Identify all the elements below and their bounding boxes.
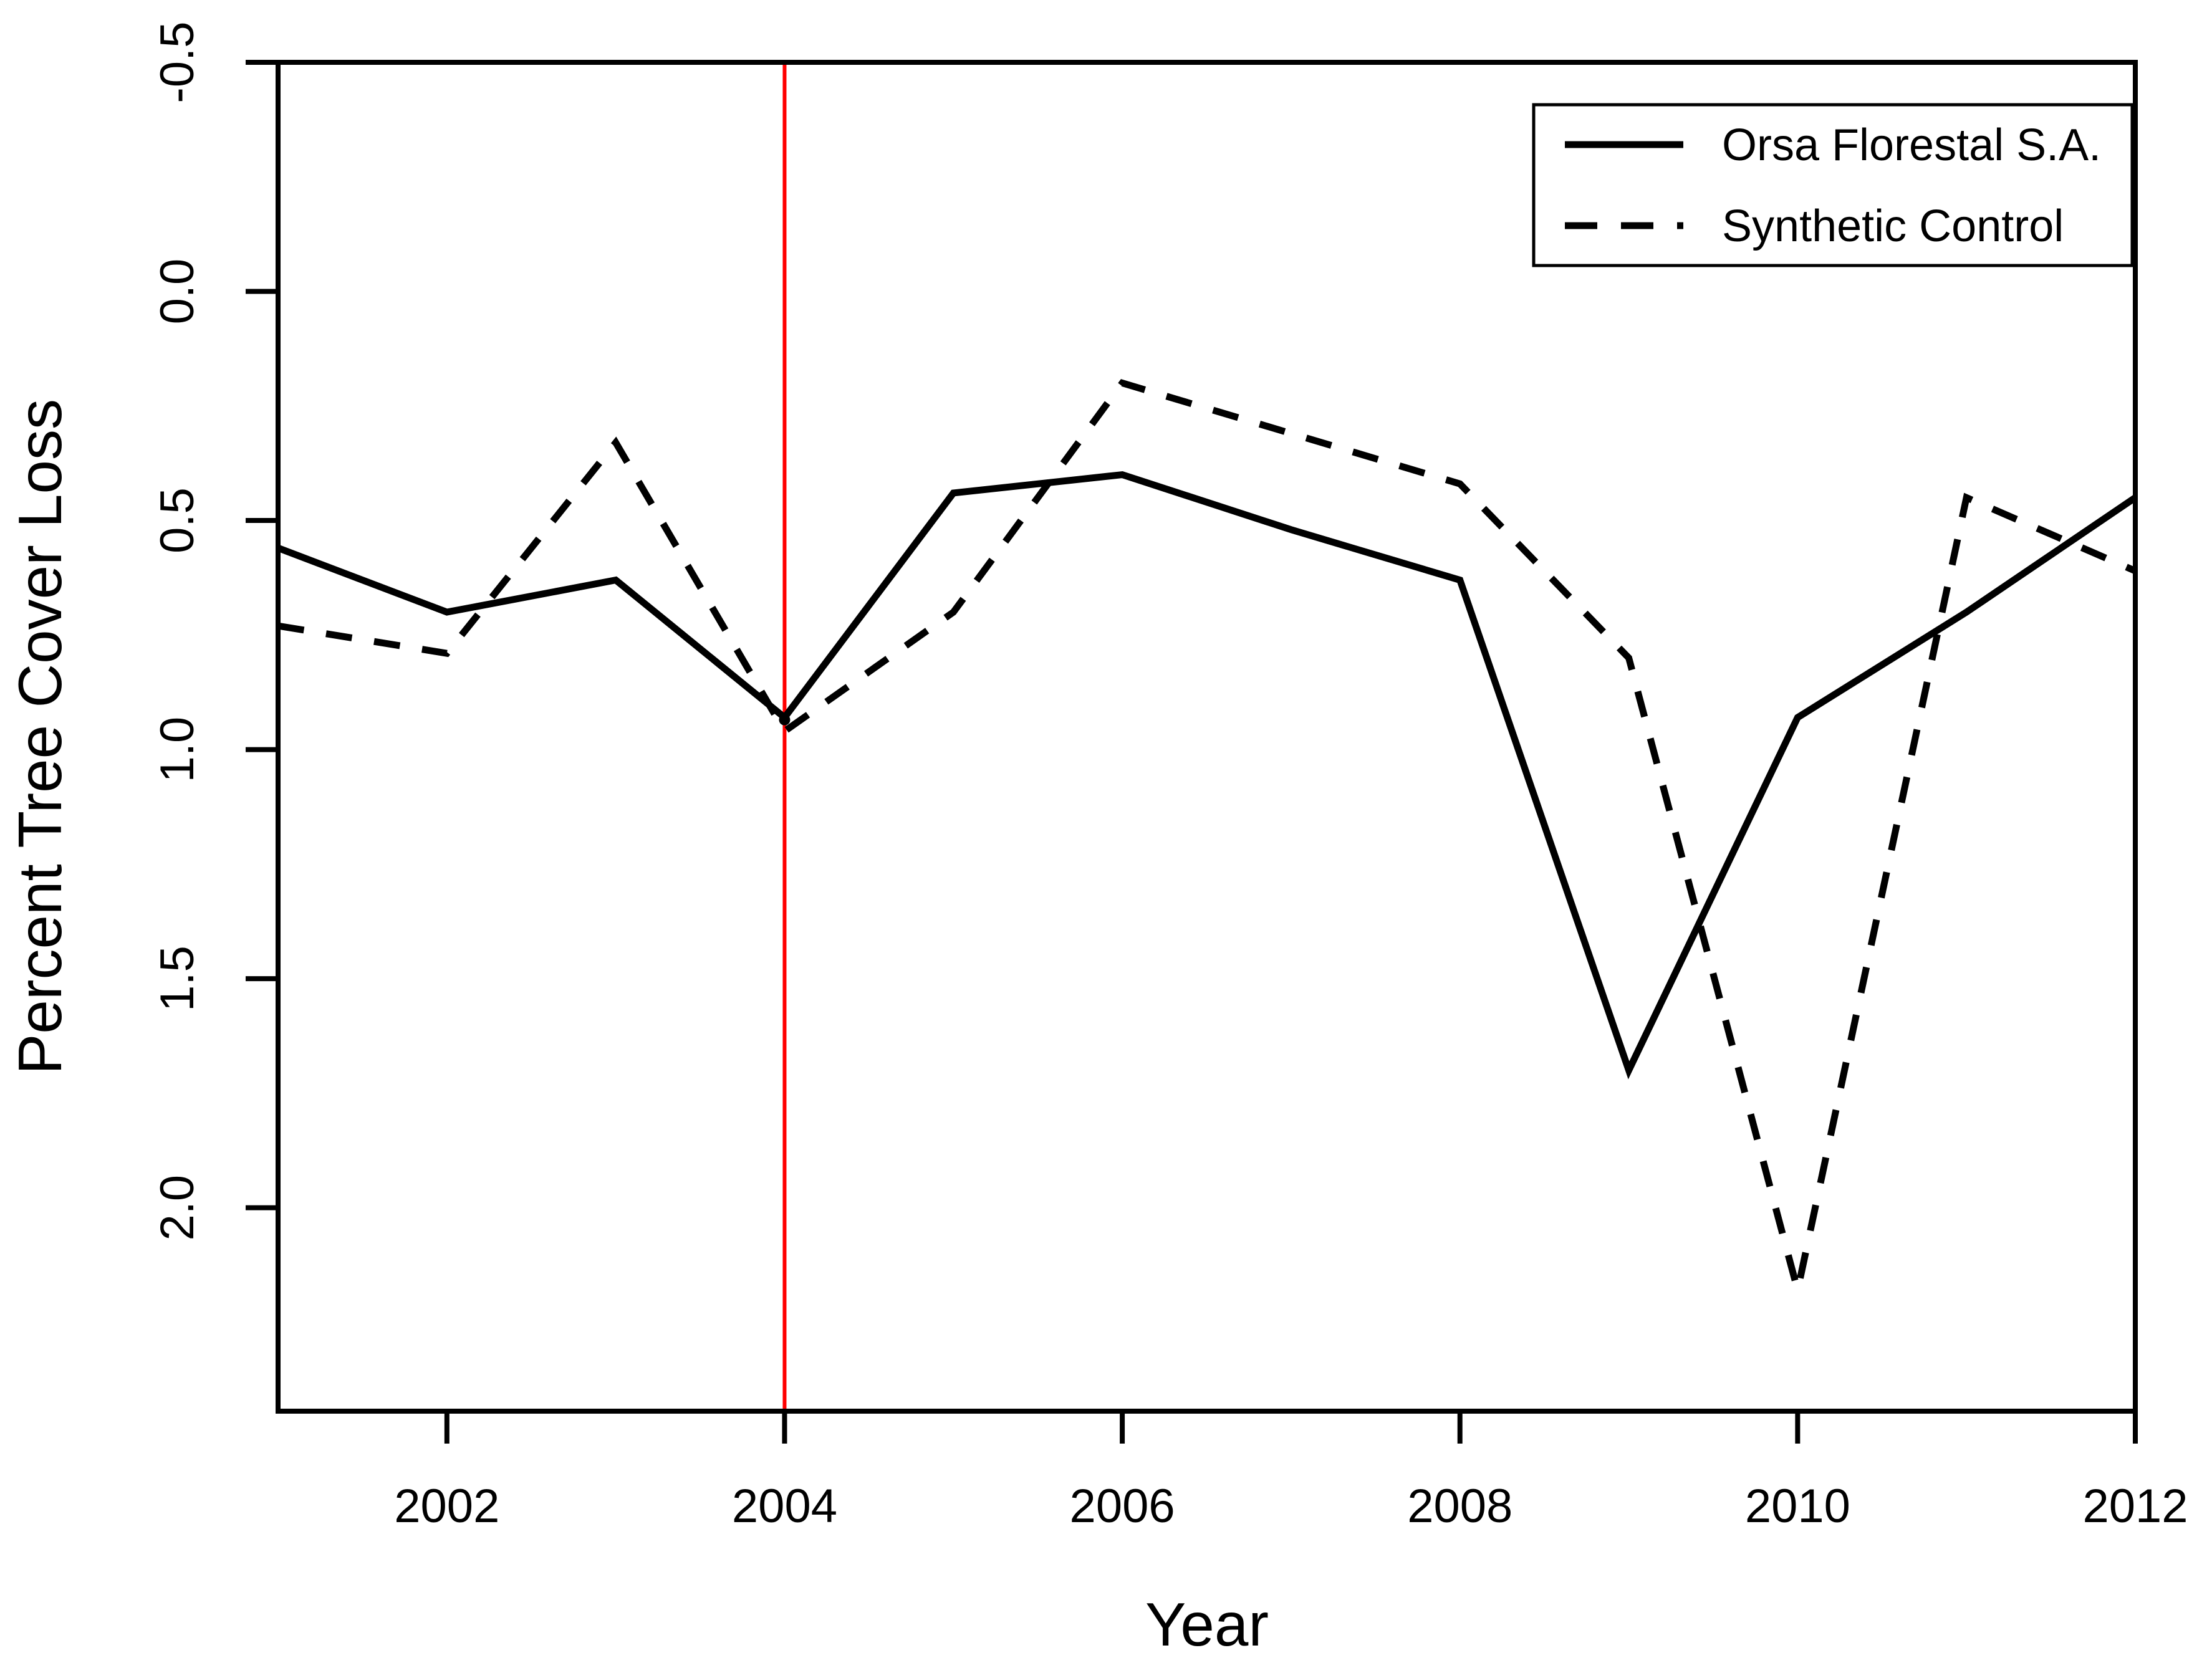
x-tick-label: 2006 [1070,1480,1175,1533]
y-axis-title: Percent Tree Cover Loss [6,399,74,1075]
y-axis: -0.5 0.0 0.5 1.0 1.5 2.0 [151,22,278,1241]
x-tick-label: 2012 [2082,1480,2188,1533]
x-tick-label: 2008 [1407,1480,1512,1533]
series-orsa-florestal-line [277,471,2138,1080]
legend-label-orsa-florestal: Orsa Florestal S.A. [1722,120,2101,170]
convergence-point-marker [779,714,791,726]
x-tick-label: 2010 [1745,1480,1850,1533]
x-tick-label: 2004 [732,1480,837,1533]
legend: Orsa Florestal S.A. Synthetic Control [1532,103,2134,267]
y-tick-label: 2.0 [151,1175,204,1241]
y-tick-label: -0.5 [151,22,204,103]
y-tick-label: 1.0 [151,717,204,783]
series-synthetic-control-line [277,379,2137,1291]
y-tick-label: 1.5 [151,946,204,1012]
legend-label-synthetic-control: Synthetic Control [1722,201,2064,251]
plot-box [276,60,2138,1414]
legend-box [1532,103,2134,267]
x-axis-title: Year [1145,1590,1269,1658]
y-tick-label: 0.0 [151,259,204,325]
x-axis: 2002 2004 2006 2008 2010 2012 [394,1411,2188,1533]
x-tick-label: 2002 [394,1480,499,1533]
y-tick-label: 0.5 [151,487,204,553]
